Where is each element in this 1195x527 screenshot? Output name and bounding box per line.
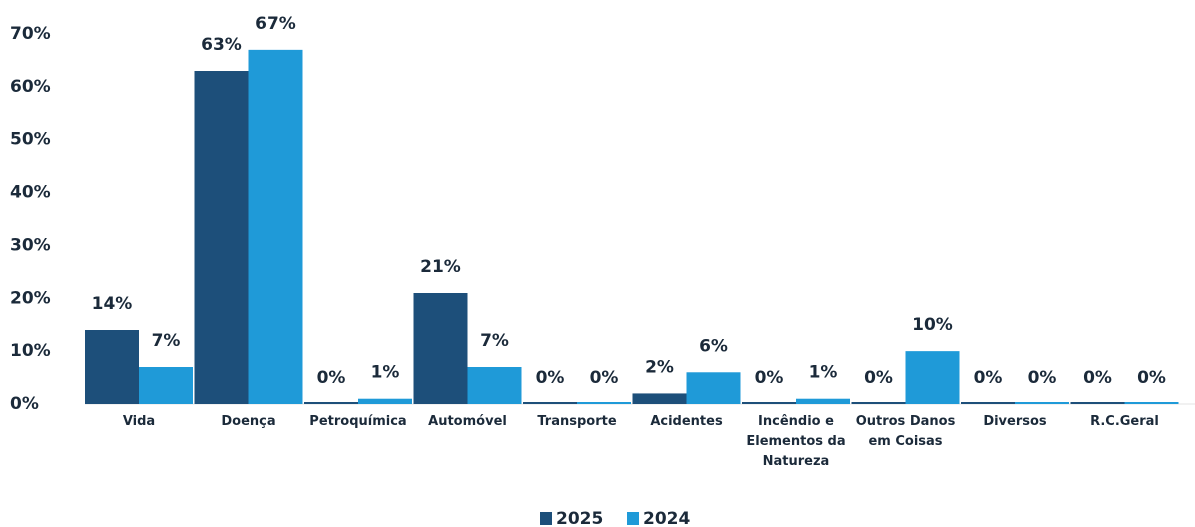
bar [905, 351, 960, 404]
x-tick-label: Automóvel [428, 414, 507, 429]
bar [1124, 402, 1179, 404]
bar [304, 402, 358, 404]
value-label: 14% [92, 294, 133, 314]
legend-swatch [627, 512, 639, 525]
value-label: 1% [809, 363, 838, 383]
bar [85, 330, 139, 404]
value-label: 0% [755, 368, 784, 388]
y-tick-label: 40% [10, 183, 51, 203]
bar [1070, 402, 1125, 404]
value-label: 1% [371, 363, 400, 383]
value-label: 0% [590, 368, 619, 388]
bar [248, 49, 303, 404]
bar [851, 402, 906, 404]
bar [796, 398, 850, 404]
value-label: 7% [152, 331, 181, 351]
bar [632, 393, 687, 404]
x-tick-label: Outros Danos em Coisas [855, 414, 956, 449]
value-label: 0% [864, 368, 893, 388]
y-tick-label: 20% [10, 288, 51, 308]
value-label: 0% [974, 368, 1003, 388]
bar [686, 372, 741, 404]
x-tick-label: Petroquímica [309, 414, 407, 429]
bar [742, 402, 796, 404]
value-label: 63% [201, 35, 242, 55]
legend-label: 2024 [643, 509, 690, 527]
bar [577, 402, 631, 404]
value-label: 0% [1028, 368, 1057, 388]
legend-swatch [540, 512, 552, 525]
bar [467, 367, 522, 404]
x-tick-label: Acidentes [650, 414, 723, 429]
bar [139, 367, 193, 404]
value-label: 0% [317, 368, 346, 388]
y-tick-label: 30% [10, 235, 51, 255]
y-tick-label: 10% [10, 341, 51, 361]
value-label: 2% [645, 357, 674, 377]
value-label: 0% [1137, 368, 1166, 388]
bar [194, 71, 249, 404]
bar [358, 398, 412, 404]
x-tick-label: Diversos [983, 414, 1047, 429]
y-tick-label: 50% [10, 130, 51, 150]
value-label: 0% [1083, 368, 1112, 388]
bar [523, 402, 577, 404]
y-tick-label: 0% [10, 394, 39, 414]
value-label: 7% [480, 331, 509, 351]
value-label: 6% [699, 336, 728, 356]
x-tick-label: Transporte [537, 414, 617, 429]
bar [961, 402, 1015, 404]
value-label: 67% [255, 14, 296, 34]
value-label: 21% [420, 257, 461, 277]
x-tick-label: Incêndio e Elementos da Natureza [746, 414, 846, 469]
y-tick-label: 70% [10, 24, 51, 44]
value-label: 0% [536, 368, 565, 388]
value-label: 10% [912, 315, 953, 335]
y-tick-label: 60% [10, 77, 51, 97]
legend-label: 2025 [556, 509, 603, 527]
x-tick-label: R.C.Geral [1090, 414, 1159, 429]
x-tick-label: Vida [122, 414, 156, 429]
bar [413, 293, 468, 404]
bar [1015, 402, 1069, 404]
x-tick-label: Doença [221, 414, 276, 429]
